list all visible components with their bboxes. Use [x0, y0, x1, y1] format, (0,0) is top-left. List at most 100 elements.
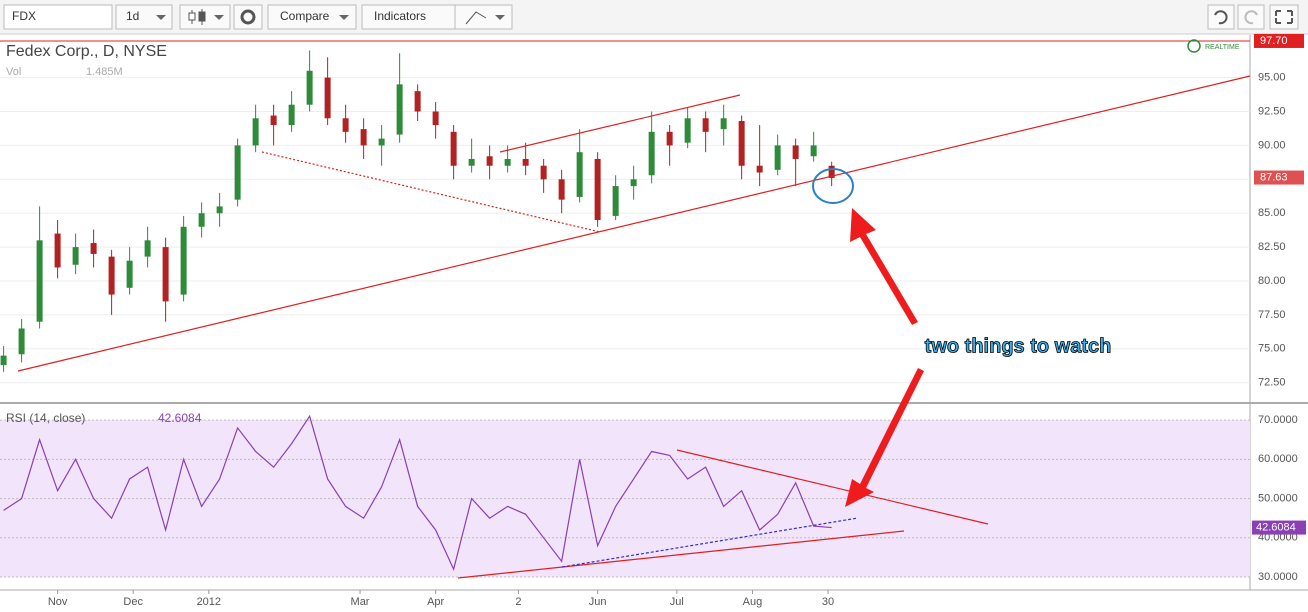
indicators-button[interactable]: [361, 4, 513, 30]
candle-body: [360, 129, 367, 146]
candle-body: [90, 243, 97, 254]
annotation-text: two things to watch: [925, 335, 1112, 357]
symbol-input[interactable]: [3, 4, 113, 30]
indicators-label: Indicators: [374, 9, 426, 23]
realtime-label: REALTIME: [1205, 44, 1240, 51]
candle-body: [216, 206, 223, 214]
volume-value: 1.485M: [86, 66, 123, 78]
candle-body: [342, 118, 349, 132]
x-tick-label: Dec: [123, 596, 143, 608]
candle-body: [0, 355, 7, 366]
fullscreen-button[interactable]: [1269, 4, 1299, 30]
symbol: FDX: [12, 9, 36, 23]
candle-body: [396, 84, 403, 135]
x-tick-label: Nov: [48, 596, 68, 608]
volume-label: Vol: [6, 66, 21, 78]
price-layer: 95.0092.5090.0087.5085.0082.5080.0077.50…: [0, 33, 1304, 389]
candle-body: [486, 156, 493, 166]
y-tick-label: 92.50: [1258, 105, 1286, 117]
candle-body: [702, 118, 709, 132]
price-pane: [0, 35, 1250, 402]
candle-body: [198, 213, 205, 227]
x-tick-label: 30: [822, 596, 834, 608]
rsi-title: RSI (14, close): [6, 411, 85, 425]
candle-body: [828, 165, 835, 178]
y-tick-label: 70.0000: [1258, 414, 1298, 426]
y-tick-label: 60.0000: [1258, 453, 1298, 465]
y-tick-label: 77.50: [1258, 309, 1286, 321]
candle-body: [540, 165, 547, 180]
y-tick-label: 40.0000: [1258, 532, 1298, 544]
candle-body: [612, 186, 619, 216]
candle-body: [144, 240, 151, 257]
settings-button[interactable]: [233, 4, 263, 30]
rsi-value: 42.6084: [158, 411, 202, 425]
trendlines: [17, 75, 1251, 579]
candle-body: [450, 131, 457, 166]
y-tick-label: 95.00: [1258, 71, 1286, 83]
x-tick-label: Jul: [670, 596, 684, 608]
last-price-marker: [1254, 170, 1304, 185]
candle-body: [36, 240, 43, 322]
interval: 1d: [126, 9, 139, 23]
candle-body: [72, 247, 79, 265]
rsi-marker: [1252, 520, 1306, 535]
candle-body: [288, 104, 295, 126]
y-tick-label: 90.00: [1258, 139, 1286, 151]
x-tick-label: Mar: [351, 596, 370, 608]
y-tick-label: 82.50: [1258, 241, 1286, 253]
y-tick-label: 75.00: [1258, 343, 1286, 355]
x-tick-label: Apr: [427, 596, 444, 608]
rsi-layer: 70.0000 60.0000 50.0000 40.0000 30.0000 42.60…: [0, 414, 1306, 608]
candle-body: [756, 165, 763, 173]
redo-button[interactable]: [1237, 4, 1265, 30]
candle-body: [666, 131, 673, 146]
candle-body: [720, 118, 727, 130]
candle-body: [684, 118, 691, 143]
candle-body: [594, 158, 601, 220]
candle-body: [162, 247, 169, 302]
x-tick-label: Jun: [589, 596, 607, 608]
candle-body: [180, 226, 187, 295]
candle-body: [792, 145, 799, 159]
highlight-circle: [812, 168, 854, 204]
candle-body: [738, 120, 745, 166]
candle-body: [432, 111, 439, 126]
candle-body: [270, 115, 277, 126]
candle-body: [810, 145, 817, 157]
arrow: [845, 368, 924, 507]
rsi-line: [3, 414, 832, 571]
candle-body: [234, 145, 241, 200]
y-tick-label: 85.00: [1258, 207, 1286, 219]
last-price-label: 87.63: [1260, 171, 1288, 183]
candle-body: [630, 179, 637, 187]
price-marker-label: 97.70: [1260, 35, 1288, 47]
undo-button[interactable]: [1207, 4, 1235, 30]
arrow: [850, 208, 918, 325]
candle-body: [522, 158, 529, 166]
candle-body: [648, 131, 655, 176]
candle-body: [306, 70, 313, 105]
candle-body: [324, 77, 331, 119]
candle-body: [504, 158, 511, 166]
x-tick-label: 2012: [197, 596, 221, 608]
candle-body: [252, 118, 259, 146]
y-tick-label: 30.0000: [1258, 571, 1298, 583]
price-title: Fedex Corp., D, NYSE: [6, 43, 167, 60]
rsi-marker-label: 42.6084: [1256, 521, 1296, 533]
price-marker: [1254, 33, 1304, 48]
candle-body: [108, 256, 115, 295]
compare-label: Compare: [280, 9, 330, 23]
candle-body: [558, 179, 565, 200]
candle-body: [18, 328, 25, 355]
x-tick-label: 2: [515, 596, 521, 608]
candle-body: [414, 91, 421, 112]
candle-body: [774, 145, 781, 170]
y-tick-label: 80.00: [1258, 275, 1286, 287]
candle-body: [576, 152, 583, 197]
candle-body: [378, 138, 385, 146]
x-tick-label: Aug: [743, 596, 763, 608]
candle-body: [54, 233, 61, 268]
